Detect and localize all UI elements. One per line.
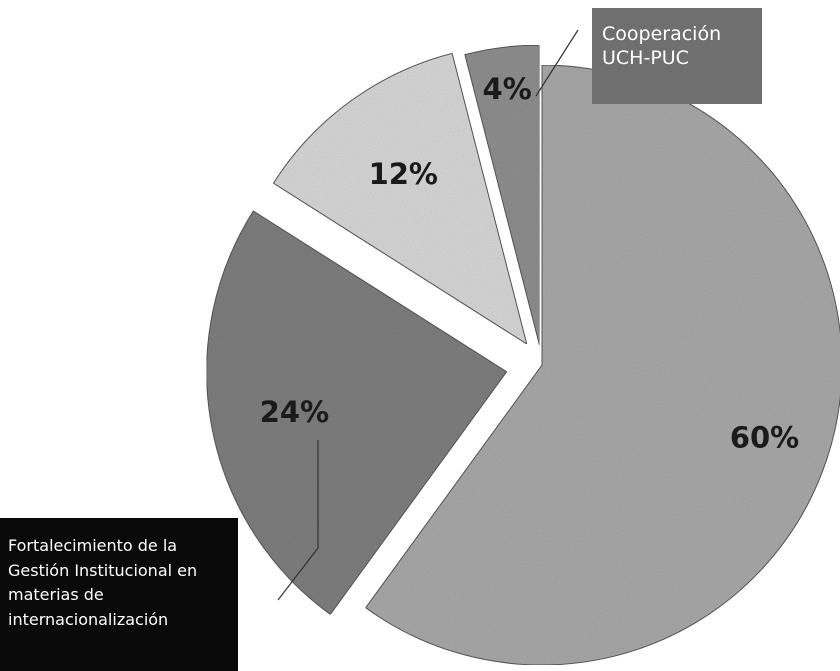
- slice-label: 4%: [483, 72, 532, 106]
- leader-lines: [277, 29, 579, 601]
- leader-line-cooperacion: [535, 29, 579, 97]
- slice-labels: 60% 24% 12% 4%: [260, 72, 800, 454]
- callout-line: UCH-PUC: [602, 47, 689, 69]
- callout-line: Cooperación: [602, 23, 722, 45]
- slice-label: 24%: [260, 395, 329, 429]
- callout-line: materias de: [8, 585, 104, 604]
- callout-line: internacionalización: [8, 609, 169, 629]
- slice-12: [272, 52, 528, 346]
- leader-line-fortalecimiento: [277, 440, 319, 601]
- callout-fortalecimiento: Fortalecimiento de la Gestión Institucio…: [0, 518, 238, 671]
- pie-slices: [206, 44, 840, 666]
- callout-line: Gestión Institucional en: [8, 560, 198, 580]
- slice-4: [464, 44, 540, 346]
- slice-60: [364, 64, 840, 666]
- callout-cooperacion: Cooperación UCH-PUC: [592, 8, 762, 104]
- slice-24: [206, 210, 508, 616]
- slice-label: 60%: [730, 420, 799, 454]
- slice-label: 12%: [369, 157, 438, 191]
- callout-line: Fortalecimiento de la: [8, 536, 178, 555]
